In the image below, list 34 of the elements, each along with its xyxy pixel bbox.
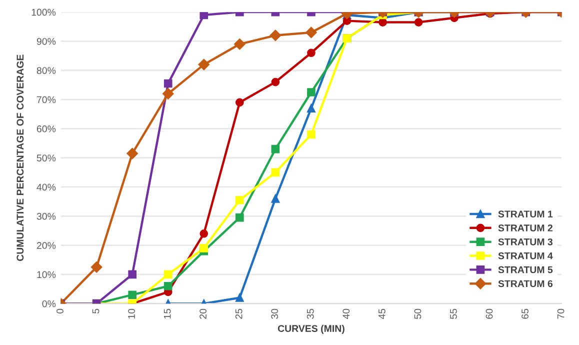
x-tick-label: 10	[128, 308, 135, 319]
y-tick-label: 60%	[36, 125, 56, 132]
x-tick-label: 0	[56, 308, 64, 314]
legend-label: STRATUM 1	[498, 210, 553, 218]
x-tick-label: 20	[200, 308, 206, 319]
legend-label: STRATUM 4	[498, 252, 553, 260]
x-tick-label: 65	[522, 308, 528, 319]
y-tick-label: 90%	[36, 38, 56, 45]
x-tick-label: 30	[271, 308, 278, 319]
y-tick-label: 80%	[36, 67, 56, 74]
legend-label: STRATUM 6	[498, 280, 553, 288]
y-tick-label: 20%	[36, 242, 56, 249]
x-axis-title: CURVES (MIN)	[278, 324, 344, 334]
x-tick-label: 25	[235, 308, 242, 319]
legend-label: STRATUM 3	[498, 238, 553, 246]
y-tick-label: 40%	[36, 184, 56, 191]
x-tick-label: 45	[378, 308, 386, 320]
x-tick-label: 70	[557, 308, 564, 319]
x-tick-label: 55	[450, 308, 457, 319]
x-tick-label: 50	[414, 308, 422, 319]
x-tick-label: 35	[306, 308, 314, 319]
x-tick-label: 5	[92, 308, 100, 314]
y-tick-label: 50%	[36, 154, 56, 162]
y-tick-label: 30%	[36, 212, 56, 220]
x-tick-label: 60	[486, 308, 493, 319]
y-tick-label: 100%	[32, 8, 56, 16]
y-tick-label: 70%	[36, 96, 56, 104]
x-tick-label: 40	[342, 308, 350, 320]
x-tick-label: 15	[164, 308, 171, 319]
y-tick-label: 10%	[37, 271, 56, 278]
y-tick-label: 0%	[42, 300, 56, 308]
legend-label: STRATUM 2	[498, 224, 552, 232]
legend-label: STRATUM 5	[498, 266, 553, 274]
y-axis-title: CUMULATIVE PERCENTAGE OF COVERAGE	[16, 54, 24, 261]
